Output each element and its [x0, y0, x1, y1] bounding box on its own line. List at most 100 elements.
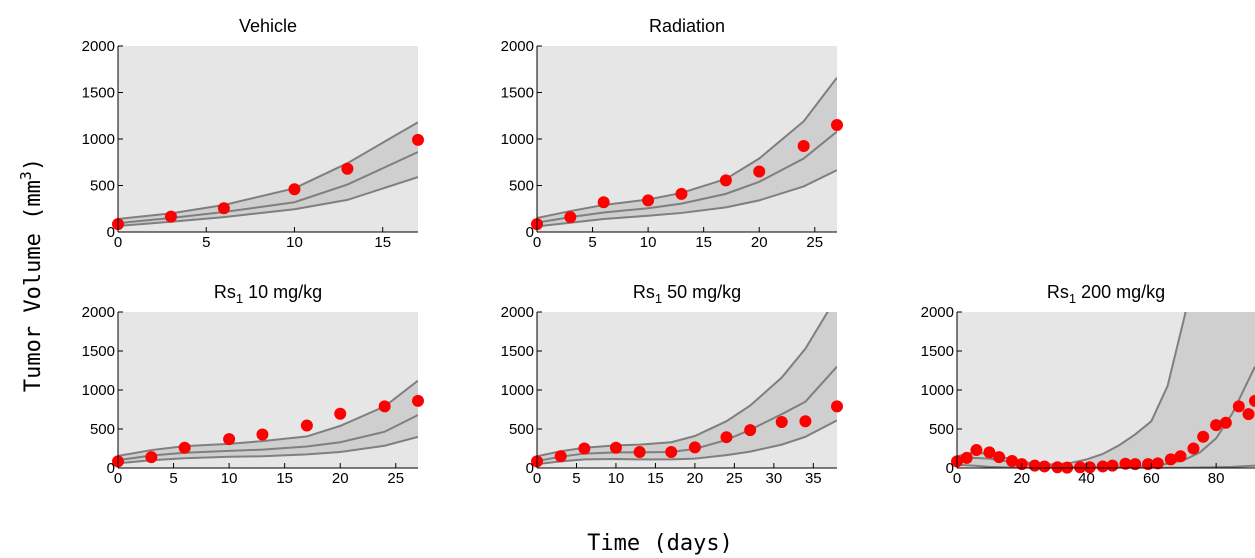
y-tick-label: 1000 [501, 131, 534, 148]
panel-title-sub: 1 [236, 291, 243, 306]
observed-point [597, 196, 610, 209]
y-tick-label: 0 [107, 224, 115, 241]
y-tick-label: 1000 [921, 382, 954, 399]
observed-point [217, 202, 230, 215]
observed-point [223, 433, 236, 446]
panel-title-main: Rs [1047, 282, 1069, 302]
panel-title: Rs1 50 mg/kg [633, 282, 741, 306]
y-tick-label: 2000 [82, 304, 115, 321]
y-tick-label: 0 [946, 460, 954, 477]
observed-point [1151, 457, 1164, 470]
y-tick-label: 1500 [921, 343, 954, 360]
observed-point [178, 441, 191, 454]
observed-point [1219, 416, 1232, 429]
observed-point [609, 441, 622, 454]
y-tick-label: 1500 [82, 343, 115, 360]
x-tick-label: 15 [695, 234, 712, 251]
observed-point [720, 431, 733, 444]
observed-point [983, 446, 996, 459]
panel-3: 0 500 1000 1500 2000 0 5 10 15 20 25 Rs1 10 mg/kg [82, 282, 424, 487]
observed-point [1119, 457, 1132, 470]
panel-1: 0 500 1000 1500 2000 0 5 10 15 Vehicle [82, 16, 424, 251]
panel-title-rest: 50 mg/kg [662, 282, 741, 302]
observed-point [642, 194, 655, 207]
x-tick-label: 5 [202, 234, 210, 251]
x-tick-label: 10 [608, 470, 625, 487]
observed-point [1038, 460, 1051, 473]
observed-point [334, 407, 347, 420]
band-lower-line [118, 435, 418, 465]
panel-title: Vehicle [239, 16, 297, 36]
observed-point [665, 446, 678, 459]
observed-point [797, 139, 810, 152]
panel-title-sub: 1 [1069, 291, 1076, 306]
observed-point [1249, 394, 1255, 407]
observed-point [554, 450, 567, 463]
x-tick-label: 25 [806, 234, 823, 251]
prediction-band [537, 312, 837, 465]
x-tick-label: 0 [114, 234, 122, 251]
observed-point [145, 451, 158, 464]
y-tick-label: 2000 [82, 38, 115, 55]
prediction-band [537, 77, 837, 227]
x-tick-label: 0 [114, 470, 122, 487]
y-tick-label: 0 [526, 224, 534, 241]
observed-point [288, 183, 301, 196]
x-tick-label: 20 [751, 234, 768, 251]
y-tick-label: 500 [509, 421, 534, 438]
panel-title: Rs1 200 mg/kg [1047, 282, 1165, 306]
observed-point [412, 394, 424, 407]
observed-point [675, 187, 688, 200]
x-tick-label: 20 [1013, 470, 1030, 487]
y-tick-label: 500 [90, 178, 115, 195]
x-tick-label: 0 [953, 470, 961, 487]
observed-point [753, 165, 766, 178]
plot-area [537, 312, 837, 466]
x-tick-label: 25 [387, 470, 404, 487]
observed-point [412, 133, 424, 146]
observed-point [1129, 458, 1142, 471]
band-upper-line [118, 121, 418, 220]
observed-point [1006, 454, 1019, 467]
prediction-band [118, 380, 418, 464]
panel-title-rest: 10 mg/kg [243, 282, 322, 302]
panel-title-sub: 1 [655, 291, 662, 306]
x-tick-label: 20 [687, 470, 704, 487]
observed-point [300, 419, 313, 432]
observed-point [1096, 460, 1109, 473]
band-median-line [537, 365, 837, 462]
prediction-band [957, 312, 1255, 468]
observed-point [1242, 408, 1255, 421]
y-tick-label: 1000 [501, 382, 534, 399]
observed-point [831, 400, 843, 413]
x-tick-label: 0 [533, 234, 541, 251]
y-tick-label: 2000 [921, 304, 954, 321]
observed-point [1051, 461, 1064, 474]
panel-2: 0 500 1000 1500 2000 0 5 10 15 20 25 Radiation [501, 16, 843, 251]
x-tick-label: 0 [533, 470, 541, 487]
panel-title: Radiation [649, 16, 725, 36]
observed-point [1232, 400, 1245, 413]
y-tick-label: 2000 [501, 304, 534, 321]
band-median-line [118, 414, 418, 462]
band-lower-line [537, 419, 837, 466]
x-tick-label: 25 [726, 470, 743, 487]
observed-point [688, 441, 701, 454]
x-tick-label: 5 [572, 470, 580, 487]
x-tick-label: 10 [640, 234, 657, 251]
observed-point [378, 400, 391, 413]
panel-title-rest: 200 mg/kg [1076, 282, 1165, 302]
y-tick-label: 500 [929, 421, 954, 438]
observed-point [831, 119, 843, 132]
y-tick-label: 500 [90, 421, 115, 438]
band-upper-line [957, 312, 1187, 466]
observed-point [1106, 459, 1119, 472]
y-tick-label: 0 [526, 460, 534, 477]
plot-area [118, 379, 418, 465]
panel-5: 0 500 1000 1500 2000 0 20 40 60 80 Rs1 200 mg/kg [921, 282, 1255, 487]
y-tick-label: 1500 [501, 343, 534, 360]
x-tick-label: 15 [374, 234, 391, 251]
observed-point [578, 442, 591, 455]
band-upper-line [118, 379, 418, 457]
